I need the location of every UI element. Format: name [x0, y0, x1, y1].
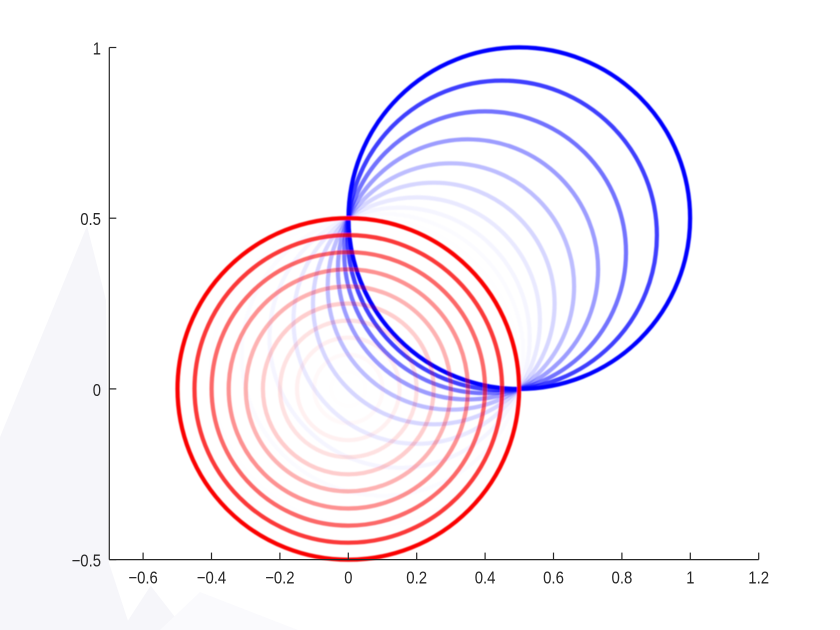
svg-text:−0.2: −0.2 — [265, 568, 294, 588]
svg-text:1: 1 — [686, 568, 694, 588]
svg-text:−0.6: −0.6 — [128, 568, 157, 588]
svg-text:0: 0 — [344, 568, 352, 588]
svg-text:−0.4: −0.4 — [197, 568, 227, 588]
svg-text:0.6: 0.6 — [543, 568, 564, 588]
svg-text:0.5: 0.5 — [80, 209, 101, 229]
svg-text:0.2: 0.2 — [406, 568, 427, 588]
svg-text:1: 1 — [93, 38, 101, 58]
svg-text:0: 0 — [93, 380, 101, 400]
svg-text:0.4: 0.4 — [475, 568, 496, 588]
svg-text:−0.5: −0.5 — [72, 551, 101, 571]
svg-text:0.8: 0.8 — [612, 568, 633, 588]
svg-text:1.2: 1.2 — [748, 568, 769, 588]
